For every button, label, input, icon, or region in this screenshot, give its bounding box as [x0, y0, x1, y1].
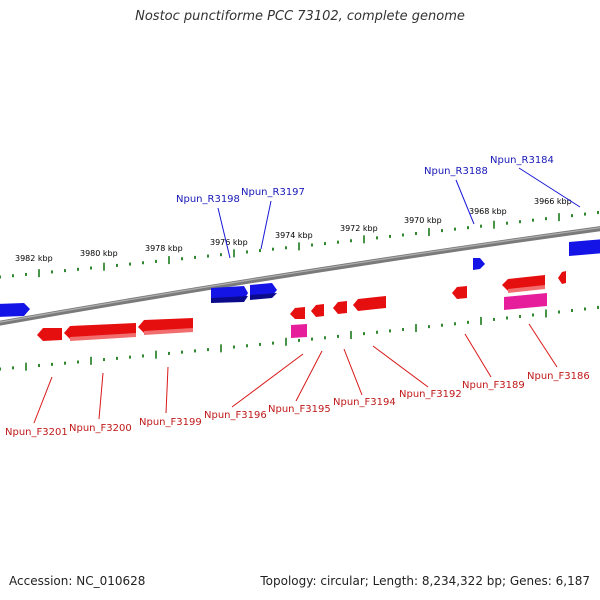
gene-arrow-forward [353, 296, 386, 311]
gene-label: Npun_F3199 [139, 417, 202, 428]
scale-label: 3976 kbp [210, 238, 248, 247]
gene-arrow-forward-alt [291, 324, 307, 338]
forward-strand-genes [37, 271, 566, 341]
scale-label: 3972 kbp [340, 224, 378, 233]
reverse-label-leaders [217, 167, 581, 259]
gene-arrow-reverse [473, 258, 485, 270]
gene-shadow [211, 296, 248, 303]
gene-shadow [250, 293, 277, 300]
gene-label: Npun_F3195 [268, 404, 331, 415]
gene-label: Npun_F3192 [399, 389, 462, 400]
scale-ticks-top [0, 211, 599, 279]
scale-label: 3970 kbp [404, 216, 442, 225]
leader-line [455, 179, 475, 225]
gene-arrow-forward [452, 286, 467, 299]
forward-label-leaders [33, 323, 558, 424]
scale-labels: 3982 kbp 3980 kbp 3978 kbp 3976 kbp 3974… [15, 197, 572, 263]
reverse-strand-gene-shadows [211, 293, 277, 303]
genome-backbone [0, 226, 600, 326]
gene-arrow-forward [333, 301, 347, 314]
scale-label: 3966 kbp [534, 197, 572, 206]
forward-strand-gene-highlights [70, 285, 545, 341]
gene-arrow-reverse [569, 239, 600, 256]
gene-label: Npun_F3200 [69, 423, 132, 434]
gene-label: Npun_F3186 [527, 371, 590, 382]
scale-label: 3968 kbp [469, 207, 507, 216]
gene-highlight [508, 285, 545, 293]
gene-label: Npun_R3198 [176, 194, 240, 205]
leader-line [98, 372, 104, 420]
genome-backbone-highlight [0, 227, 600, 323]
forward-gene-labels: Npun_F3201 Npun_F3200 Npun_F3199 Npun_F3… [5, 371, 590, 438]
gene-label: Npun_F3196 [204, 410, 267, 421]
gene-arrow-forward-alt [504, 293, 547, 310]
leader-line [231, 353, 304, 408]
leader-line [33, 376, 53, 424]
gene-arrow-forward [558, 271, 566, 284]
scale-label: 3974 kbp [275, 231, 313, 240]
leader-line [217, 207, 231, 259]
gene-label: Npun_R3188 [424, 166, 488, 177]
gene-label: Npun_R3184 [490, 155, 554, 166]
leader-line [464, 333, 492, 378]
genome-summary-text: Topology: circular; Length: 8,234,322 bp… [260, 574, 590, 588]
gene-label: Npun_F3194 [333, 397, 396, 408]
leader-line [528, 323, 558, 368]
accession-text: Accession: NC_010628 [9, 574, 146, 588]
gene-arrow-forward [311, 304, 324, 317]
gene-arrow-reverse [0, 303, 30, 317]
map-title: Nostoc punctiforme PCC 73102, complete g… [135, 9, 465, 24]
scale-label: 3982 kbp [15, 254, 53, 263]
leader-line [295, 350, 323, 402]
leader-line [260, 200, 272, 250]
gene-label: Npun_R3197 [241, 187, 305, 198]
gene-label: Npun_F3201 [5, 427, 68, 438]
gene-highlight [70, 333, 136, 341]
gene-label: Npun_F3189 [462, 380, 525, 391]
leader-line [518, 167, 581, 208]
leader-line [165, 366, 169, 414]
scale-label: 3980 kbp [80, 249, 118, 258]
scale-label: 3978 kbp [145, 244, 183, 253]
gene-arrow-forward [290, 307, 305, 319]
leader-line [343, 348, 363, 396]
leader-line [372, 345, 429, 388]
gene-arrow-forward [37, 328, 62, 341]
scale-ticks-bottom [0, 305, 599, 371]
reverse-gene-labels: Npun_R3198 Npun_R3197 Npun_R3188 Npun_R3… [176, 155, 554, 205]
gene-highlight [144, 328, 193, 335]
